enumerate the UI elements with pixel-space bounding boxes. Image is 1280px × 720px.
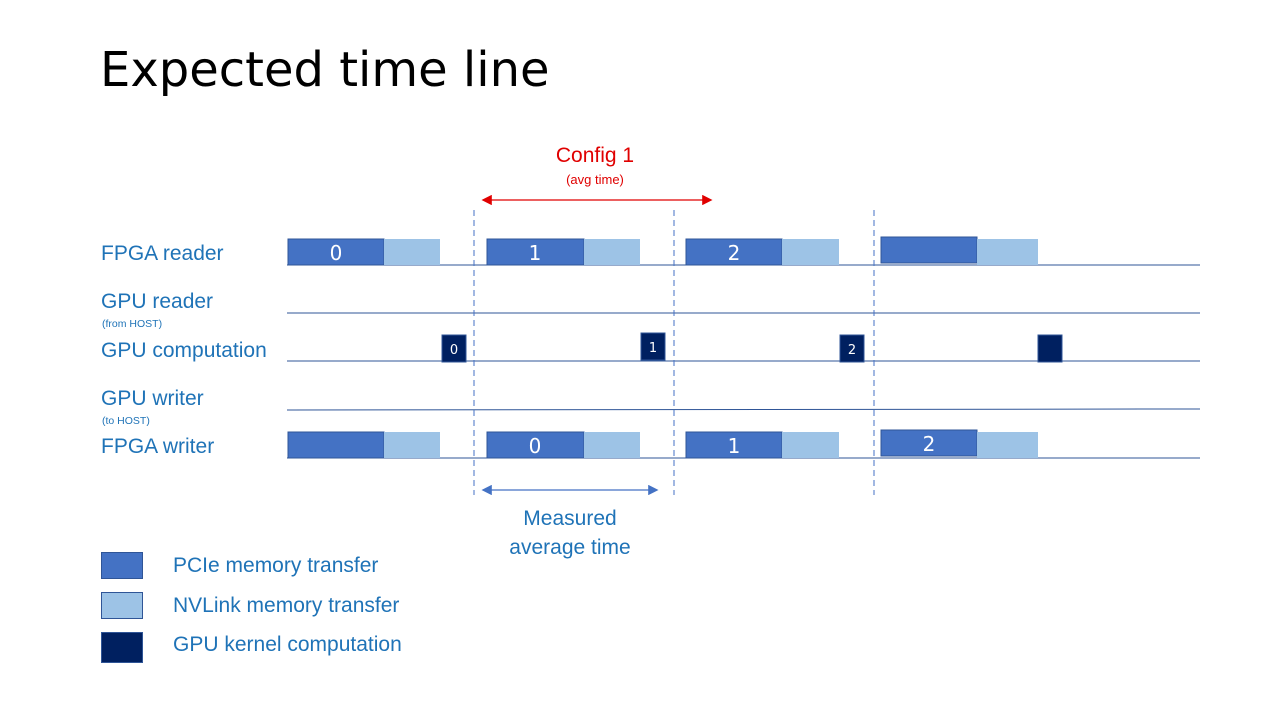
row-sublabel-gpu-writer: (to HOST) — [102, 415, 150, 427]
measured-label: Measured average time — [490, 504, 650, 562]
block-label: 1 — [649, 341, 657, 356]
measured-line-1: Measured — [523, 507, 617, 530]
gpu-kernel-block-3 — [1037, 334, 1063, 363]
row-label-gpu-reader: GPU reader — [101, 290, 214, 313]
legend-label-kernel: GPU kernel computation — [173, 633, 402, 656]
fpga-writer-block-2: 1 — [685, 431, 839, 459]
fpga-reader-block-0: 0 — [287, 238, 440, 266]
fpga-writer-block-1: 0 — [486, 431, 640, 459]
fpga-reader-block-1: 1 — [486, 238, 640, 266]
block-label: 0 — [529, 434, 542, 458]
block-label: 2 — [728, 241, 741, 265]
gpu-kernel-block-0: 0 — [441, 334, 467, 363]
gpu-kernel-block-2: 2 — [839, 334, 865, 363]
fpga-writer-block-0 — [287, 431, 440, 459]
row-label-gpu-writer: GPU writer — [101, 387, 204, 410]
legend-label-pcie: PCIe memory transfer — [173, 554, 379, 577]
block-label: 1 — [529, 241, 542, 265]
slide-title: Expected time line — [100, 42, 550, 98]
legend-label-nvlink: NVLink memory transfer — [173, 594, 400, 617]
fpga-reader-block-2: 2 — [685, 238, 839, 266]
config-sublabel: (avg time) — [566, 172, 624, 187]
block-label: 2 — [848, 343, 856, 358]
row-label-fpga-reader: FPGA reader — [101, 242, 224, 265]
legend-swatch-pcie — [101, 552, 143, 579]
block-label: 0 — [450, 343, 458, 358]
row-label-gpu-computation: GPU computation — [101, 339, 267, 362]
block-label: 2 — [923, 432, 936, 456]
block-label: 0 — [330, 241, 343, 265]
row-line-gpu-writer — [286, 408, 1201, 411]
row-sublabel-gpu-reader: (from HOST) — [102, 318, 163, 330]
measured-line-2: average time — [509, 536, 631, 559]
row-label-fpga-writer: FPGA writer — [101, 435, 215, 458]
fpga-reader-block-3 — [880, 236, 1038, 265]
config-label: Config 1 — [555, 144, 635, 167]
gpu-kernel-block-1: 1 — [640, 332, 666, 361]
legend-swatch-nvlink — [101, 592, 143, 619]
legend-swatch-kernel — [101, 632, 143, 663]
block-label: 1 — [728, 434, 741, 458]
fpga-writer-block-3: 2 — [880, 429, 1038, 458]
